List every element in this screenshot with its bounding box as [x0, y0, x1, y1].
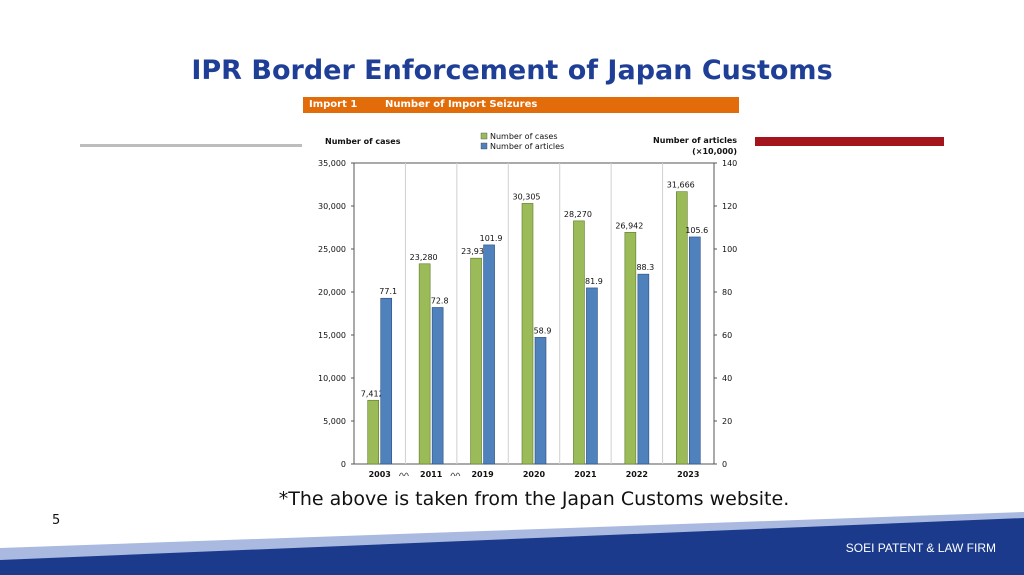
- left-axis-title: Number of cases: [325, 137, 401, 146]
- firm-name: SOEI PATENT & LAW FIRM: [845, 541, 996, 555]
- bar-articles: [380, 297, 393, 465]
- legend-label: Number of articles: [490, 142, 564, 151]
- label-articles: 101.9: [480, 234, 503, 243]
- left-tick-label: 10,000: [318, 374, 346, 383]
- chart-header-left: Import 1: [309, 99, 358, 110]
- bar-articles: [688, 236, 701, 465]
- label-articles: 72.8: [431, 296, 449, 305]
- left-tick-label: 5,000: [323, 417, 346, 426]
- right-axis-unit: (×10,000): [692, 147, 737, 156]
- bar-cases: [470, 257, 482, 465]
- legend-swatch: [480, 132, 488, 140]
- label-articles: 77.1: [379, 287, 397, 296]
- label-articles: 105.6: [685, 226, 708, 235]
- category-label: 2021: [574, 470, 597, 479]
- page-number: 5: [52, 513, 61, 528]
- title-rule-left: [80, 144, 302, 147]
- seizures-chart: Number of cases Number of articles (×10,…: [318, 132, 737, 479]
- bar-cases: [675, 191, 688, 465]
- left-tick-label: 35,000: [318, 159, 346, 168]
- category-label: 2003: [369, 470, 391, 479]
- plot-frame: [353, 162, 715, 465]
- category-label: 2020: [523, 470, 546, 479]
- bar-cases: [624, 231, 637, 465]
- category-label: 2022: [626, 470, 648, 479]
- right-tick-label: 0: [722, 460, 727, 469]
- axis-break-mark: [450, 472, 461, 477]
- chart-header-bar: Import 1 Number of Import Seizures: [303, 97, 739, 113]
- bar-cases: [418, 263, 431, 465]
- label-articles: 81.9: [585, 277, 603, 286]
- plot-area: 0 5,000 10,000 15,000 20,000 25,000 30,000 35,0…: [318, 159, 737, 479]
- label-articles: 58.9: [534, 326, 552, 335]
- right-tick-label: 80: [722, 288, 732, 297]
- label-cases: 31,666: [667, 181, 695, 190]
- bar-cases: [521, 203, 534, 465]
- label-articles: 88.3: [636, 263, 654, 272]
- right-tick-label: 100: [722, 245, 737, 254]
- bar-articles: [534, 337, 547, 465]
- right-tick-label: 20: [722, 417, 732, 426]
- label-cases: 28,270: [564, 210, 592, 219]
- label-cases: 23,934: [461, 247, 489, 256]
- axis-break-mark: [399, 472, 409, 477]
- bar-articles: [483, 244, 495, 465]
- right-tick-label: 40: [722, 374, 732, 383]
- left-tick-label: 25,000: [318, 245, 346, 254]
- bar-cases: [573, 220, 585, 465]
- label-cases: 26,942: [615, 221, 643, 230]
- title-rule-right: [755, 137, 944, 146]
- category-label: 2011: [420, 470, 443, 479]
- label-cases: 23,280: [410, 253, 438, 262]
- category-label: 2019: [471, 470, 494, 479]
- source-note: *The above is taken from the Japan Custo…: [278, 488, 790, 510]
- bar-articles: [431, 307, 444, 465]
- right-axis-title: Number of articles: [653, 136, 737, 145]
- slide-title: IPR Border Enforcement of Japan Customs: [191, 55, 833, 86]
- left-tick-label: 30,000: [318, 202, 346, 211]
- legend-label: Number of cases: [490, 132, 558, 141]
- bar-articles: [586, 287, 598, 465]
- left-tick-label: 20,000: [318, 288, 346, 297]
- left-tick-label: 0: [341, 460, 346, 469]
- left-tick-label: 15,000: [318, 331, 346, 340]
- chart-header-right: Number of Import Seizures: [385, 99, 538, 110]
- label-cases: 7,412: [361, 389, 384, 398]
- bar-articles: [637, 273, 650, 465]
- legend-swatch: [480, 142, 488, 150]
- category-label: 2023: [677, 470, 699, 479]
- bar-cases: [367, 399, 380, 465]
- right-tick-label: 120: [722, 202, 737, 211]
- right-tick-label: 140: [722, 159, 737, 168]
- label-cases: 30,305: [513, 192, 541, 201]
- right-tick-label: 60: [722, 331, 732, 340]
